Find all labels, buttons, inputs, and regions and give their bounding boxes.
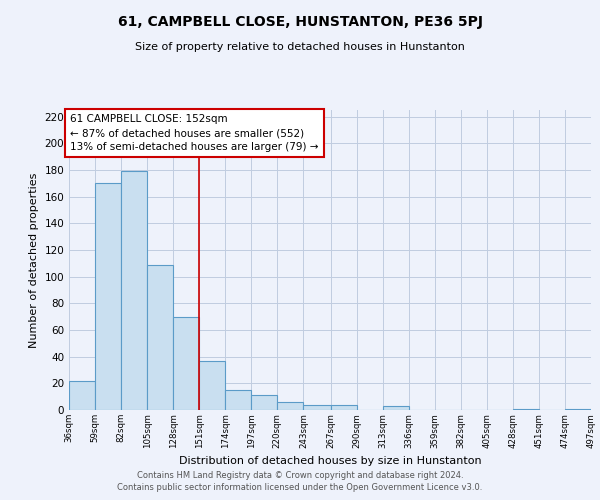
Bar xyxy=(565,408,591,410)
X-axis label: Distribution of detached houses by size in Hunstanton: Distribution of detached houses by size … xyxy=(179,456,481,466)
Bar xyxy=(251,396,277,410)
Bar xyxy=(225,390,251,410)
Bar xyxy=(331,404,356,410)
Bar xyxy=(277,402,304,410)
Bar xyxy=(147,264,173,410)
Bar xyxy=(199,360,225,410)
Bar xyxy=(69,380,95,410)
Bar xyxy=(304,404,331,410)
Text: 61 CAMPBELL CLOSE: 152sqm
← 87% of detached houses are smaller (552)
13% of semi: 61 CAMPBELL CLOSE: 152sqm ← 87% of detac… xyxy=(70,114,319,152)
Bar xyxy=(121,172,147,410)
Bar xyxy=(95,184,121,410)
Bar xyxy=(383,406,409,410)
Text: Contains HM Land Registry data © Crown copyright and database right 2024.: Contains HM Land Registry data © Crown c… xyxy=(137,471,463,480)
Bar xyxy=(513,408,539,410)
Text: Contains public sector information licensed under the Open Government Licence v3: Contains public sector information licen… xyxy=(118,484,482,492)
Y-axis label: Number of detached properties: Number of detached properties xyxy=(29,172,39,348)
Bar xyxy=(173,316,199,410)
Text: 61, CAMPBELL CLOSE, HUNSTANTON, PE36 5PJ: 61, CAMPBELL CLOSE, HUNSTANTON, PE36 5PJ xyxy=(118,15,482,29)
Text: Size of property relative to detached houses in Hunstanton: Size of property relative to detached ho… xyxy=(135,42,465,52)
